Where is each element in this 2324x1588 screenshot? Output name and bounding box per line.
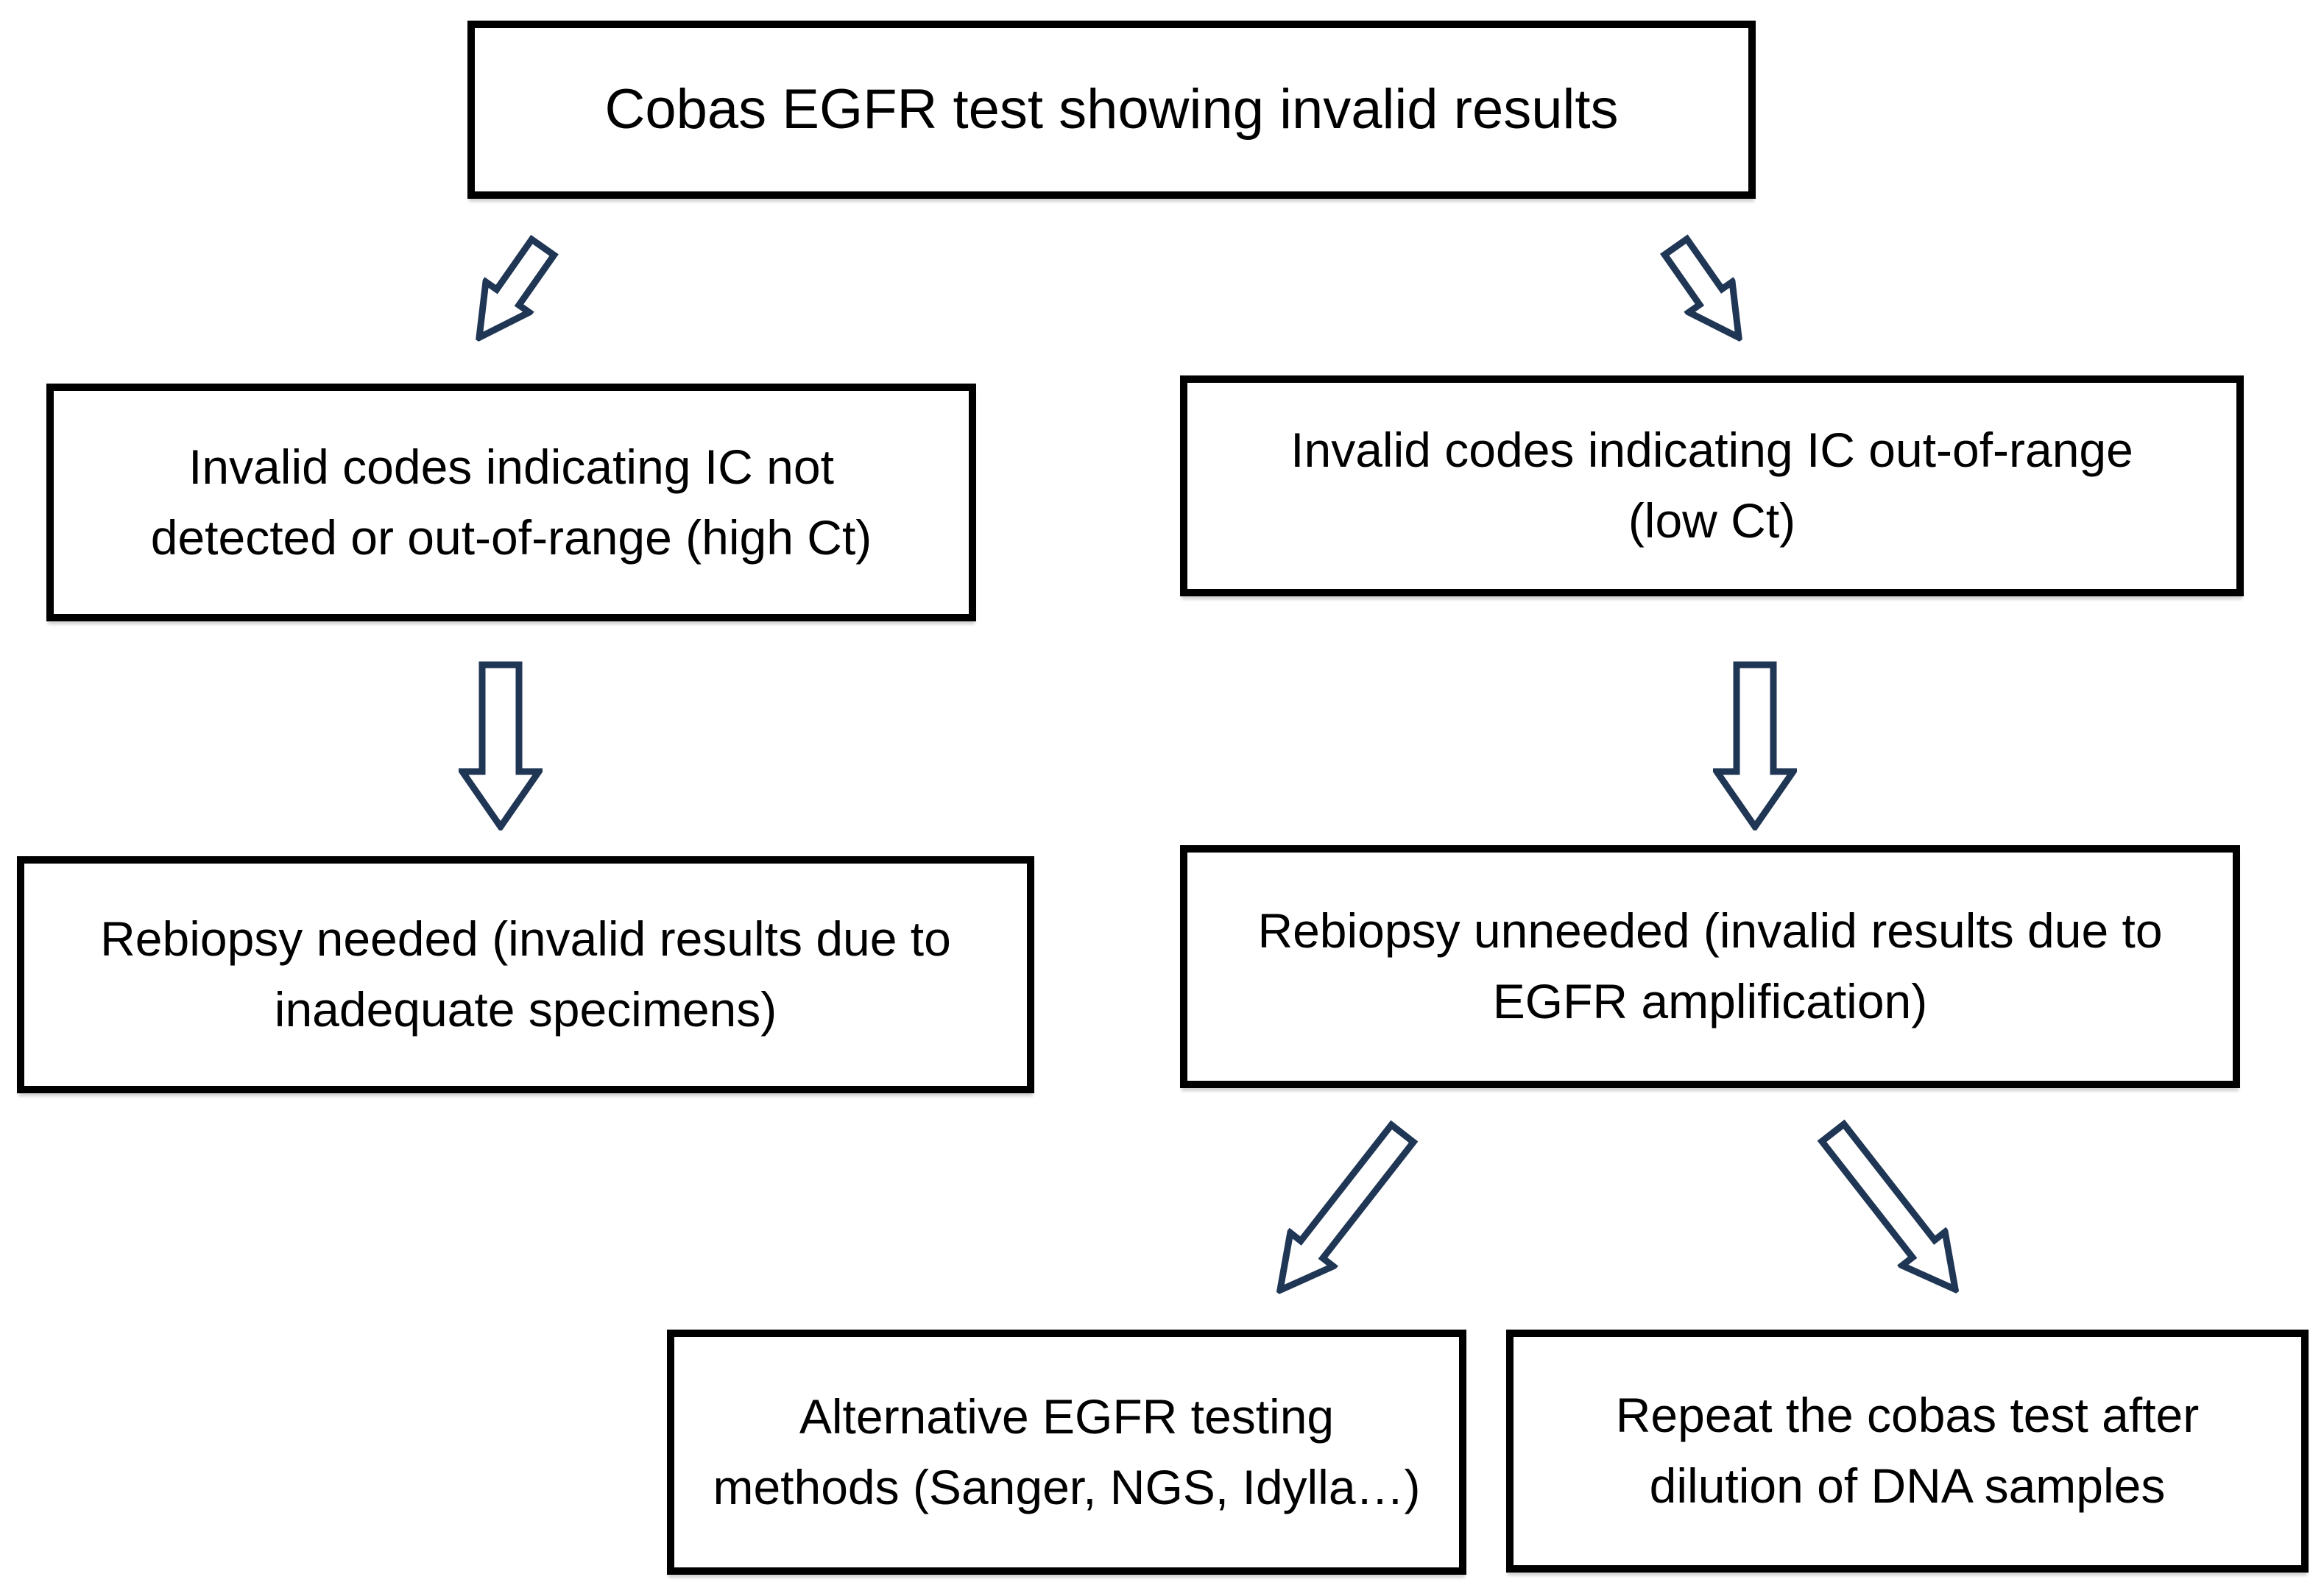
node-repeat-cobas-test: Repeat the cobas test after dilution of … — [1506, 1330, 2309, 1573]
node-rebiopsy-unneeded: Rebiopsy unneeded (invalid results due t… — [1180, 845, 2240, 1088]
arrow-down-left-icon — [1275, 1120, 1419, 1296]
node-root-invalid-results: Cobas EGFR test showing invalid results — [467, 21, 1756, 199]
node-ic-not-detected-high-ct: Invalid codes indicating IC not detected… — [46, 384, 976, 621]
arrow-down-right-icon — [1659, 234, 1743, 344]
arrow-down-right-icon — [1817, 1119, 1960, 1295]
node-rebiopsy-needed: Rebiopsy needed (invalid results due to … — [17, 856, 1034, 1093]
arrow-down-icon — [1713, 661, 1797, 830]
node-ic-out-of-range-low-ct: Invalid codes indicating IC out-of-range… — [1180, 375, 2244, 596]
node-alternative-egfr-testing: Alternative EGFR testing methods (Sanger… — [667, 1330, 1466, 1575]
arrow-down-left-icon — [475, 234, 559, 344]
arrow-down-icon — [459, 661, 543, 830]
